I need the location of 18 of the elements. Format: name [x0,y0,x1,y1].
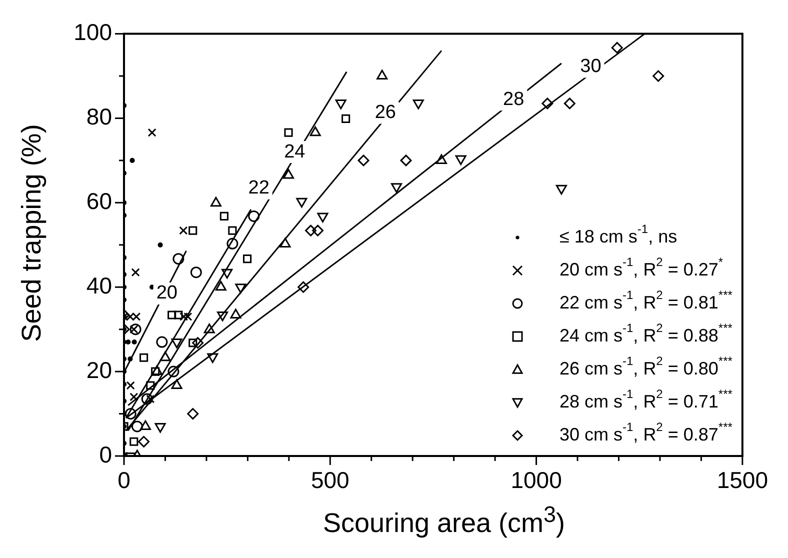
annotation: 30 [580,56,602,77]
y-tick-label: 20 [86,356,112,383]
x-tick-label: 0 [118,467,130,494]
y-tick-label: 60 [86,188,112,214]
y-tick-label: 40 [86,272,112,298]
y-tick-label: 80 [86,104,112,130]
x-tick-label: 500 [310,467,350,494]
annotation: 24 [284,141,306,162]
x-axis-title: Scouring area (cm$^{3}$) [322,502,566,539]
y-tick-label: 0 [99,441,112,468]
annotation: 26 [374,102,396,123]
annotation: 28 [503,88,524,110]
x-tick-label: 1000 [510,467,562,494]
x-tick-label: 1500 [716,467,768,494]
annotation: 20 [156,282,178,304]
y-tick-label: 100 [74,19,112,46]
annotation: 22 [248,178,270,199]
y-axis-title: Seed trapping (%) [16,124,48,342]
